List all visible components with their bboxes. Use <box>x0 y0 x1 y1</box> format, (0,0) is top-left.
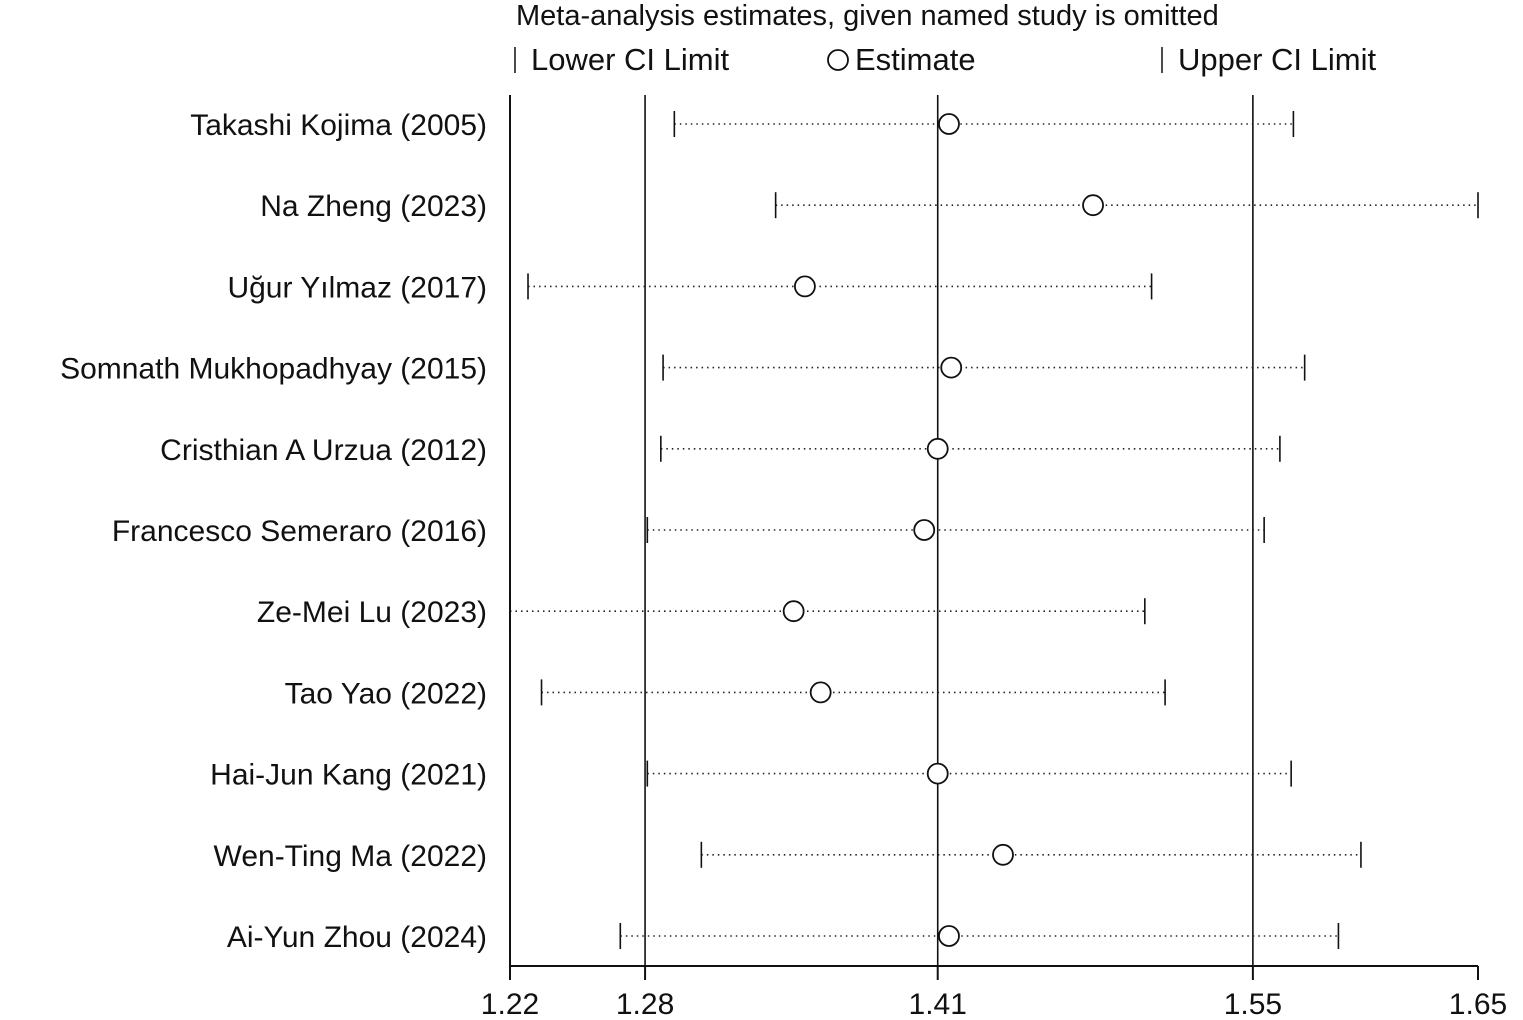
study-row: Cristhian A Urzua (2012) <box>160 434 1281 467</box>
study-label: Ze-Mei Lu (2023) <box>257 596 487 629</box>
study-row: Wen-Ting Ma (2022) <box>214 840 1362 873</box>
estimate-marker <box>926 437 949 460</box>
study-label: Na Zheng (2023) <box>260 190 487 223</box>
x-tick-label-2: 1.41 <box>909 988 967 1020</box>
study-row: Hai-Jun Kang (2021) <box>210 759 1292 792</box>
study-label: Cristhian A Urzua (2012) <box>160 434 487 467</box>
x-tick-label-0: 1.22 <box>481 988 539 1020</box>
estimate-marker <box>992 843 1014 866</box>
study-label: Takashi Kojima (2005) <box>190 109 487 142</box>
study-row: Na Zheng (2023) <box>260 190 1479 223</box>
estimate-marker <box>938 925 960 947</box>
study-rows: Takashi Kojima (2005) Na Zheng (2023) Uğur… <box>60 109 1479 954</box>
estimate-marker <box>782 600 805 623</box>
axes <box>509 95 1478 967</box>
study-row: Somnath Mukhopadhyay (2015) <box>60 353 1306 386</box>
x-axis-ticks: 1.22 1.28 1.41 1.55 1.65 <box>481 966 1507 1020</box>
estimate-marker <box>794 275 816 298</box>
study-label: Francesco Semeraro (2016) <box>112 515 487 548</box>
estimate-marker <box>938 113 960 135</box>
estimate-marker <box>940 356 963 379</box>
study-label: Hai-Jun Kang (2021) <box>210 759 487 792</box>
chart-title: Meta-analysis estimates, given named stu… <box>516 0 1219 32</box>
legend-estimate-marker <box>827 49 849 71</box>
study-row: Tao Yao (2022) <box>285 677 1166 710</box>
x-tick-label-3: 1.55 <box>1224 988 1282 1020</box>
study-row: Takashi Kojima (2005) <box>190 109 1295 142</box>
x-tick-label-4: 1.65 <box>1449 988 1507 1020</box>
study-row: Ze-Mei Lu (2023) <box>257 596 1146 629</box>
study-label: Ai-Yun Zhou (2024) <box>227 921 487 954</box>
legend-upper-label: Upper CI Limit <box>1178 42 1376 77</box>
legend: Lower CI Limit Estimate Upper CI Limit <box>514 42 1376 77</box>
study-label: Wen-Ting Ma (2022) <box>214 840 487 873</box>
study-row: Ai-Yun Zhou (2024) <box>227 921 1340 954</box>
study-label: Tao Yao (2022) <box>285 677 487 710</box>
estimate-marker <box>926 762 949 785</box>
estimate-marker <box>1082 194 1104 217</box>
study-label: Uğur Yılmaz (2017) <box>227 271 487 304</box>
estimate-marker <box>809 681 832 704</box>
study-row: Francesco Semeraro (2016) <box>112 515 1265 548</box>
estimate-marker <box>913 519 936 541</box>
legend-estimate-label: Estimate <box>855 42 976 77</box>
legend-lower-label: Lower CI Limit <box>531 42 729 77</box>
study-row: Uğur Yılmaz (2017) <box>227 271 1153 304</box>
x-tick-label-1: 1.28 <box>616 988 674 1020</box>
study-label: Somnath Mukhopadhyay (2015) <box>60 353 487 386</box>
